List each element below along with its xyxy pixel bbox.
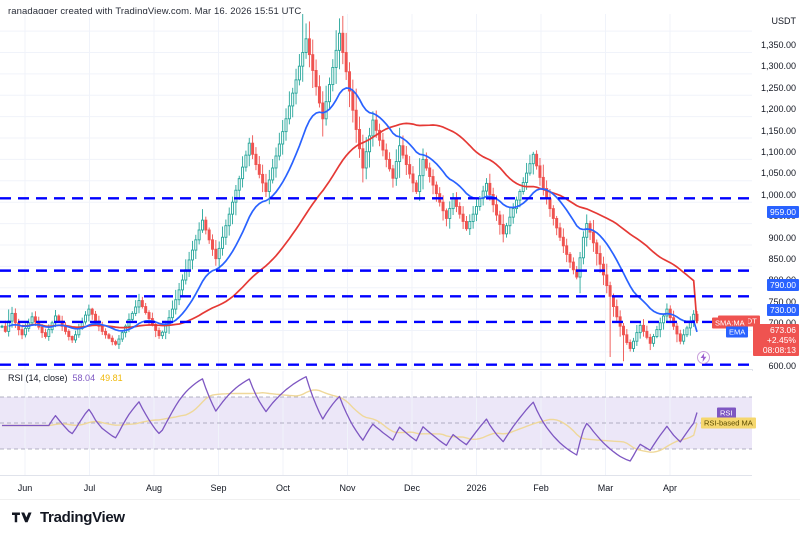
- price-tick-900: 900.00: [768, 232, 796, 243]
- price-chart-pane[interactable]: [0, 14, 752, 369]
- last-price-value: 673.06: [770, 324, 796, 335]
- level-790-chip: 790.00: [767, 278, 799, 291]
- rsi-legend-label: RSI (14, close): [8, 373, 68, 383]
- bar-countdown: 08:08:13: [762, 344, 796, 355]
- tradingview-wordmark: TradingView: [40, 509, 125, 526]
- price-tick-850: 850.00: [768, 253, 796, 264]
- price-tick-1050: 1,050.00: [760, 168, 796, 179]
- price-axis-currency: USDT: [771, 16, 797, 26]
- time-label-dec: Dec: [403, 483, 421, 493]
- price-tick-1350: 1,350.00: [760, 40, 796, 51]
- price-tick-1150: 1,150.00: [760, 125, 796, 136]
- time-label-apr: Apr: [662, 483, 678, 493]
- time-label-feb: Feb: [533, 483, 549, 493]
- last-price-change: +2.45%: [766, 334, 796, 345]
- time-label-sep: Sep: [210, 483, 227, 493]
- ema-nametag: EMA: [726, 326, 749, 338]
- rsi-chart-canvas: [0, 371, 752, 475]
- tradingview-logo[interactable]: TradingView: [12, 509, 125, 526]
- time-label-nov: Nov: [339, 483, 356, 493]
- last-price-chip[interactable]: 673.06 +2.45% 08:08:13: [753, 323, 799, 356]
- level-730-chip: 730.00: [767, 304, 799, 317]
- time-label-jul: Jul: [83, 483, 96, 493]
- time-label-aug: Aug: [145, 483, 163, 493]
- time-label-2026: 2026: [466, 483, 487, 493]
- time-label-jun: Jun: [17, 483, 33, 493]
- pane-divider: [0, 369, 752, 370]
- price-chart-canvas: [0, 14, 752, 369]
- price-tick-1300: 1,300.00: [760, 61, 796, 72]
- price-tick-1250: 1,250.00: [760, 82, 796, 93]
- price-tick-1100: 1,100.00: [760, 147, 796, 158]
- attribution-text: ranadagger created with TradingView.com,…: [8, 6, 302, 17]
- price-tick-600: 600.00: [768, 360, 796, 371]
- time-label-oct: Oct: [275, 483, 291, 493]
- rsi-nametag: RSI: [717, 407, 736, 419]
- rsi-ma-nametag: RSI-based MA: [701, 417, 756, 429]
- price-tick-1200: 1,200.00: [760, 104, 796, 115]
- rsi-legend-value: 58.04: [72, 373, 96, 383]
- footer-bar: TradingView: [0, 499, 800, 537]
- price-tick-700: 700.00: [768, 318, 796, 328]
- rsi-chart-pane[interactable]: [0, 371, 752, 475]
- level-959-chip: 959.00: [767, 206, 799, 219]
- tradingview-mark-icon: [12, 512, 32, 522]
- time-label-mar: Mar: [597, 483, 614, 493]
- sma-ma-nametag: SMA:MA: [712, 317, 748, 329]
- time-axis[interactable]: Jun Jul Aug Sep Oct Nov Dec 2026 Feb Mar Apr: [0, 475, 752, 499]
- rsi-legend[interactable]: RSI (14, close) 58.04 49.81: [8, 373, 123, 383]
- lightning-glyph: [700, 353, 707, 362]
- rsi-ma-legend-value: 49.81: [100, 373, 123, 383]
- lightning-icon[interactable]: [697, 351, 710, 364]
- price-tick-750: 750.00: [768, 296, 796, 307]
- price-tick-1000: 1,000.00: [760, 189, 796, 200]
